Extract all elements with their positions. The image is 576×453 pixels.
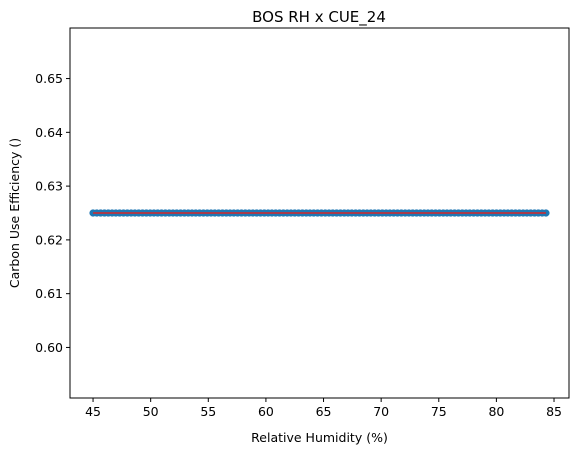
x-tick-label: 50 [143,404,159,419]
x-axis-label: Relative Humidity (%) [251,430,388,445]
x-tick-label: 80 [488,404,504,419]
data-layer [89,209,550,217]
x-tick-label: 85 [546,404,562,419]
y-axis-label: Carbon Use Efficiency () [7,138,22,288]
y-tick-label: 0.64 [35,125,63,140]
x-tick-label: 70 [373,404,389,419]
y-tick-label: 0.65 [35,71,63,86]
axes-layer: 45 50 55 60 65 70 75 80 85 0.60 0.61 0.62 0.63 0.64 0.… [35,71,562,419]
plot-frame [69,27,570,399]
y-tick-label: 0.61 [35,286,63,301]
x-tick-label: 45 [85,404,101,419]
x-tick-label: 55 [200,404,216,419]
x-tick-label: 65 [316,404,332,419]
y-tick-label: 0.63 [35,179,63,194]
y-tick-label: 0.62 [35,232,63,247]
y-tick-label: 0.60 [35,340,63,355]
chart-title: BOS RH x CUE_24 [252,8,386,27]
x-tick-label: 75 [431,404,447,419]
x-tick-label: 60 [258,404,274,419]
